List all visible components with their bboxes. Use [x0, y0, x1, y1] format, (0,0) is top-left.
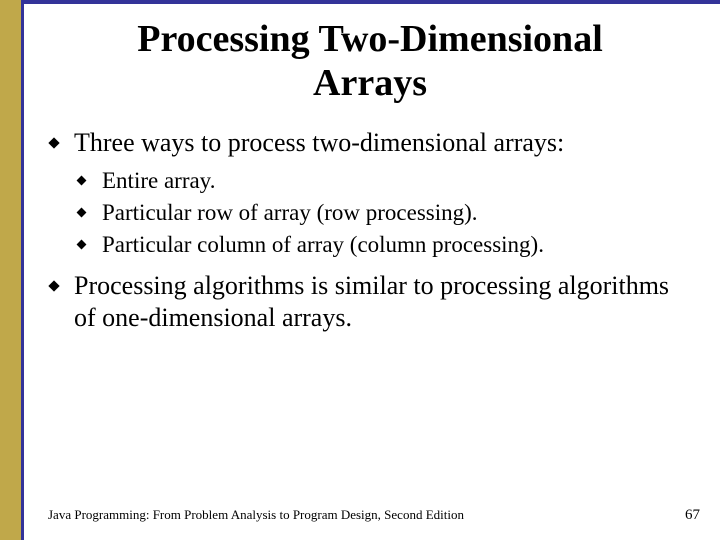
bullet-item: Processing algorithms is similar to proc… [48, 270, 692, 335]
bullet-text: Processing algorithms is similar to proc… [74, 271, 669, 333]
slide-footer: Java Programming: From Problem Analysis … [48, 507, 700, 524]
sub-bullet-item: Particular row of array (row processing)… [76, 198, 692, 228]
footer-text: Java Programming: From Problem Analysis … [48, 507, 464, 523]
slide-content: Processing Two-Dimensional Arrays Three … [48, 18, 692, 341]
sub-bullet-text: Particular row of array (row processing)… [102, 200, 478, 225]
left-accent-bar [0, 0, 24, 540]
bullet-item: Three ways to process two-dimensional ar… [48, 127, 692, 160]
page-number: 67 [685, 507, 700, 524]
slide: Processing Two-Dimensional Arrays Three … [0, 0, 720, 540]
bullet-text: Three ways to process two-dimensional ar… [74, 128, 564, 157]
sub-bullet-text: Entire array. [102, 168, 215, 193]
sub-bullet-item: Entire array. [76, 166, 692, 196]
sub-bullet-group: Entire array. Particular row of array (r… [48, 166, 692, 260]
top-accent-bar [0, 0, 720, 4]
sub-bullet-item: Particular column of array (column proce… [76, 230, 692, 260]
slide-title: Processing Two-Dimensional Arrays [48, 18, 692, 105]
sub-bullet-text: Particular column of array (column proce… [102, 232, 544, 257]
bullet-list: Three ways to process two-dimensional ar… [48, 127, 692, 334]
